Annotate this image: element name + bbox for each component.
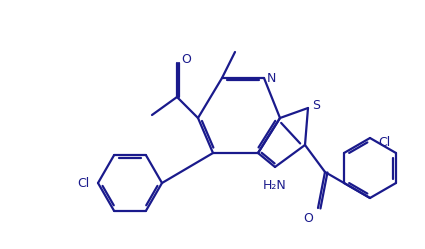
Text: Cl: Cl: [78, 177, 90, 189]
Text: H₂N: H₂N: [263, 179, 287, 191]
Text: N: N: [266, 71, 276, 84]
Text: Cl: Cl: [378, 135, 390, 148]
Text: O: O: [303, 211, 313, 225]
Text: S: S: [312, 99, 320, 112]
Text: O: O: [181, 53, 191, 65]
